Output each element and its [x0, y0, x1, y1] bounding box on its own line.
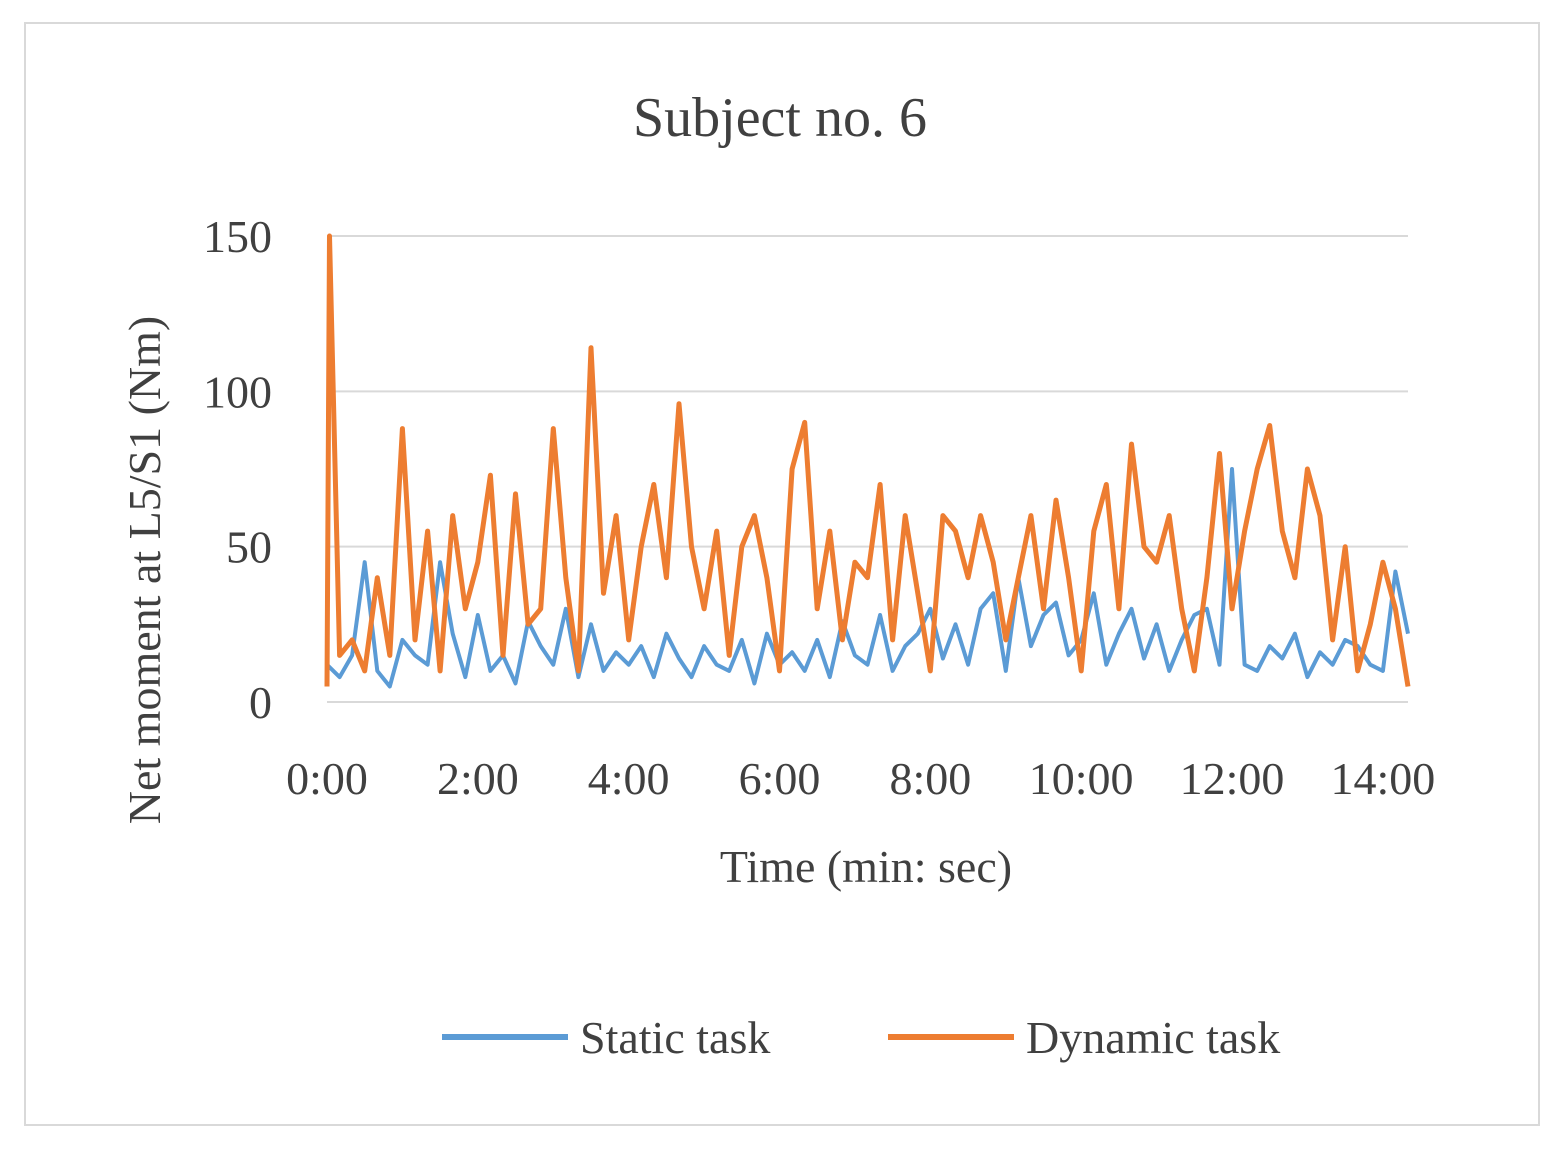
x-tick-label: 14:00: [1330, 753, 1435, 804]
y-tick-label: 150: [203, 211, 272, 262]
x-axis-label: Time (min: sec): [720, 841, 1012, 892]
legend: Static task Dynamic task: [442, 1012, 1280, 1063]
gridlines: [327, 235, 1408, 703]
legend-label-static: Static task: [580, 1012, 770, 1063]
series-line-dynamic: [324, 233, 1411, 687]
legend-label-dynamic: Dynamic task: [1026, 1012, 1280, 1063]
x-tick-label: 0:00: [286, 753, 368, 804]
x-axis-ticks: 0:00 2:00 4:00 6:00 8:00 10:00 12:00 14:00: [286, 753, 1435, 804]
y-tick-label: 100: [203, 366, 272, 417]
y-axis-ticks: 0 50 100 150: [203, 211, 272, 728]
x-tick-label: 10:00: [1029, 753, 1134, 804]
y-axis-label: Net moment at L5/S1 (Nm): [119, 316, 170, 824]
chart-frame: [24, 22, 1540, 1126]
x-tick-label: 6:00: [739, 753, 821, 804]
x-tick-label: 12:00: [1180, 753, 1285, 804]
x-tick-label: 8:00: [889, 753, 971, 804]
series-lines: [324, 233, 1411, 689]
x-tick-label: 4:00: [588, 753, 670, 804]
y-tick-label: 0: [249, 677, 272, 728]
y-tick-label: 50: [226, 522, 272, 573]
x-tick-label: 2:00: [437, 753, 519, 804]
chart-title: Subject no. 6: [633, 87, 927, 149]
